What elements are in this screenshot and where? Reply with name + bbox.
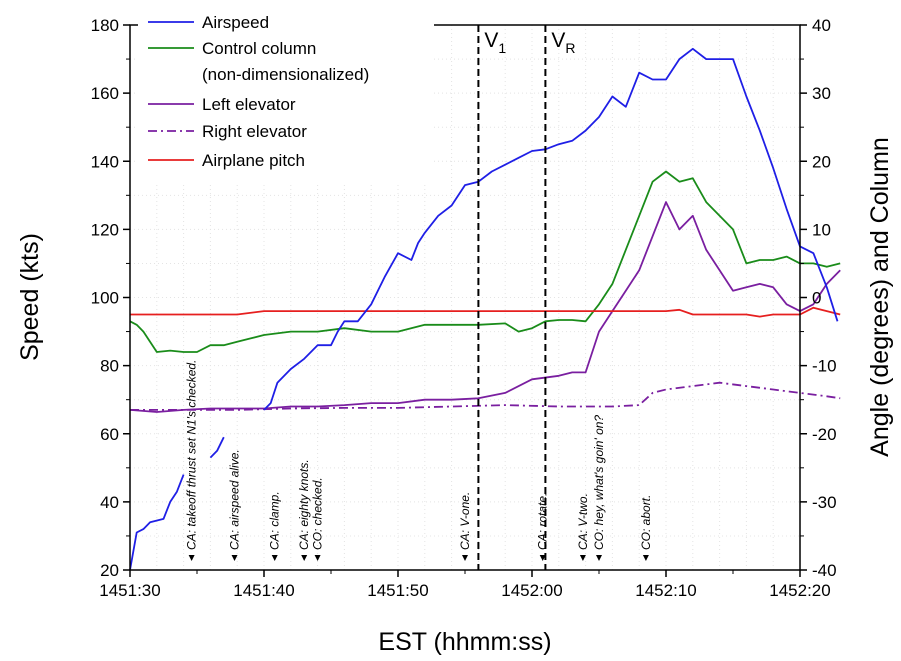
- annotation-marker: [596, 555, 602, 561]
- y2-tick-label: -10: [812, 357, 837, 376]
- annotation-marker: [642, 555, 649, 562]
- series-line-right-elevator: [130, 381, 841, 411]
- y-tick-label: 100: [91, 289, 119, 308]
- vline-label-sub: 1: [498, 40, 506, 56]
- annotation-marker: [579, 554, 586, 561]
- y2-tick-label: -30: [812, 493, 837, 512]
- annotation-marker: [271, 555, 278, 562]
- y-tick-label: 160: [91, 84, 119, 103]
- legend-label-left-elevator: Left elevator: [202, 95, 296, 114]
- annotation-text: CA: V-two.: [576, 493, 590, 550]
- x-tick-label: 1452:20: [769, 581, 830, 600]
- x-tick-label: 1451:30: [99, 581, 160, 600]
- vline-label-sub: R: [565, 40, 575, 56]
- annotation-marker: [539, 554, 546, 561]
- y-tick-label: 120: [91, 220, 119, 239]
- annotation-text: CA: rotate.: [536, 493, 550, 550]
- series-line-control-column-non-dimensionalized: [129, 170, 841, 353]
- annotation-marker: [231, 555, 238, 562]
- y-tick-label: 140: [91, 152, 119, 171]
- annotation-layer: CA: takeoff thrust set N1's checked. CA: …: [185, 360, 653, 562]
- y2-tick-label: -20: [812, 425, 837, 444]
- x-tick-label: 1451:50: [367, 581, 428, 600]
- series-line-airspeed: [129, 474, 185, 571]
- legend-label-airplane-pitch: Airplane pitch: [202, 151, 305, 170]
- legend: Airspeed Control column (non-dimensionaliz…: [138, 5, 434, 183]
- y-tick-label: 60: [100, 425, 119, 444]
- annotation-text: CO: checked.: [311, 477, 325, 550]
- series-line-airspeed: [263, 47, 839, 411]
- annotation-text: CA: V-one.: [458, 492, 472, 550]
- x-tick-label: 1451:40: [233, 581, 294, 600]
- legend-label-control-column-non-dimensionalized-line2: (non-dimensionalized): [202, 65, 369, 84]
- y-axis-left: 20 40 60 80 100 120 140 160 180: [91, 16, 130, 580]
- x-axis-title: EST (hhmm:ss): [378, 628, 551, 656]
- y-tick-label: 80: [100, 357, 119, 376]
- legend-background: [138, 5, 434, 183]
- y2-tick-label: 10: [812, 220, 831, 239]
- y-tick-label: 40: [100, 493, 119, 512]
- y-tick-label: 180: [91, 16, 119, 35]
- annotation-marker: [188, 554, 195, 561]
- y-axis-title-right: Angle (degrees) and Column: [866, 137, 894, 457]
- grid: [130, 25, 800, 570]
- x-tick-label: 1452:10: [635, 581, 696, 600]
- legend-label-control-column-non-dimensionalized: Control column: [202, 39, 316, 58]
- y-tick-label: 20: [100, 561, 119, 580]
- annotation-marker: [301, 555, 308, 562]
- annotation-text: CA: airspeed alive.: [228, 449, 242, 550]
- y-axis-right: -40 -30 -20 -10 0 10 20 30 40: [800, 16, 837, 580]
- y2-tick-label: -40: [812, 561, 837, 580]
- y2-tick-label: 30: [812, 84, 831, 103]
- series-line-left-elevator: [129, 201, 841, 413]
- y2-tick-label: 40: [812, 16, 831, 35]
- annotation-marker: [314, 555, 321, 562]
- legend-label-airspeed: Airspeed: [202, 13, 269, 32]
- annotation-text: CA: takeoff thrust set N1's checked.: [185, 360, 199, 550]
- legend-label-right-elevator: Right elevator: [202, 122, 307, 141]
- y2-tick-label: 0: [812, 289, 821, 308]
- annotation-text: CA: eighty knots.: [297, 459, 311, 550]
- annotation-text: CO: abort.: [639, 495, 653, 550]
- y2-tick-label: 20: [812, 152, 831, 171]
- annotation-text: CO: hey, what's goin' on?: [592, 415, 606, 550]
- annotation-text: CA: clamp.: [268, 491, 282, 550]
- series-line-airspeed: [209, 436, 225, 459]
- x-axis: 1451:30 1451:40 1451:50 1452:00 1452:10 1452:…: [99, 570, 831, 600]
- y-axis-title-left: Speed (kts): [16, 233, 44, 361]
- x-tick-label: 1452:00: [501, 581, 562, 600]
- annotation-marker: [462, 555, 468, 561]
